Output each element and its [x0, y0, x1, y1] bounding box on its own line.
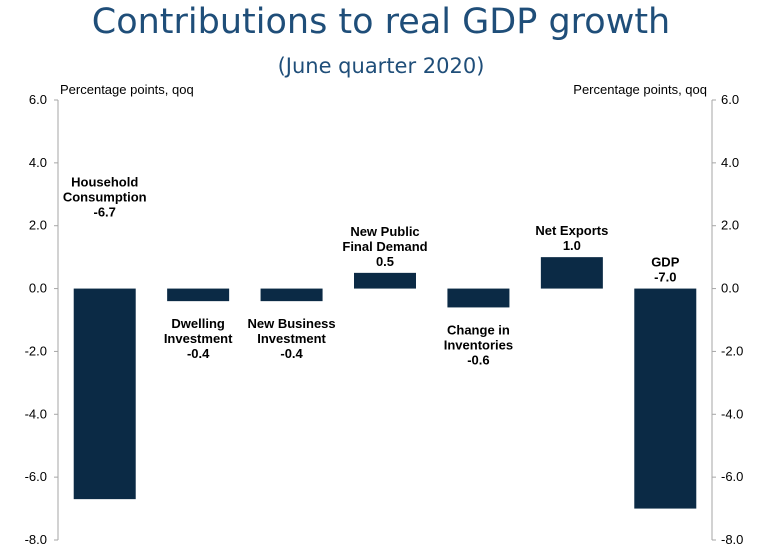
left-tick-label: 4.0: [29, 155, 47, 170]
right-tick-label: -4.0: [721, 406, 743, 421]
bar-category-label: New Business: [247, 316, 335, 331]
bar-category-label: GDP: [651, 255, 680, 270]
left-tick-label: 0.0: [29, 281, 47, 296]
bar-category-label: Change in: [447, 322, 510, 337]
left-tick-label: -6.0: [25, 469, 47, 484]
bar: [167, 288, 230, 302]
left-tick-label: -2.0: [25, 343, 47, 358]
bar-category-label: Dwelling: [171, 316, 225, 331]
bar-value-label: -0.4: [280, 346, 303, 361]
bar: [354, 272, 416, 289]
bar-value-label: -7.0: [654, 270, 676, 285]
right-tick-label: 6.0: [721, 92, 739, 107]
bar-value-label: -0.6: [467, 352, 489, 367]
bar-value-label: -6.7: [94, 204, 116, 219]
chart-title: Contributions to real GDP growth: [91, 2, 671, 42]
right-axis-unit-label: Percentage points, qoq: [573, 82, 707, 97]
bar: [73, 288, 136, 500]
right-tick-label: -2.0: [721, 343, 743, 358]
bars: [73, 257, 697, 509]
bar: [260, 288, 323, 302]
bar-value-label: 1.0: [563, 238, 581, 253]
right-tick-label: 2.0: [721, 218, 739, 233]
bar-category-label: Household: [71, 174, 138, 189]
bar: [447, 288, 510, 308]
bar-category-label: Inventories: [444, 337, 513, 352]
bar-category-label: Investment: [164, 331, 233, 346]
bar-labels: HouseholdConsumption-6.7DwellingInvestme…: [63, 174, 680, 367]
bar-category-label: New Public: [350, 224, 419, 239]
bar-category-label: Net Exports: [535, 223, 608, 238]
right-tick-label: 4.0: [721, 155, 739, 170]
bar-category-label: Investment: [257, 331, 326, 346]
bar-value-label: -0.4: [187, 346, 210, 361]
left-tick-label: -4.0: [25, 406, 47, 421]
left-axis-unit-label: Percentage points, qoq: [60, 82, 194, 97]
bar: [634, 288, 697, 509]
bar-category-label: Final Demand: [342, 239, 427, 254]
right-tick-label: 0.0: [721, 281, 739, 296]
left-tick-label: -8.0: [25, 532, 47, 547]
left-tick-label: 6.0: [29, 92, 47, 107]
right-tick-label: -8.0: [721, 532, 743, 547]
bar-category-label: Consumption: [63, 189, 147, 204]
axes: 6.0 6.0 4.0 4.0 2.0 2.0 0.0 0.0 -2.0 -2.0 -4.0 -4.0…: [25, 92, 744, 547]
right-tick-label: -6.0: [721, 469, 743, 484]
chart-subtitle: (June quarter 2020): [277, 54, 485, 78]
bar: [540, 257, 603, 289]
left-tick-label: 2.0: [29, 218, 47, 233]
bar-value-label: 0.5: [376, 254, 394, 269]
